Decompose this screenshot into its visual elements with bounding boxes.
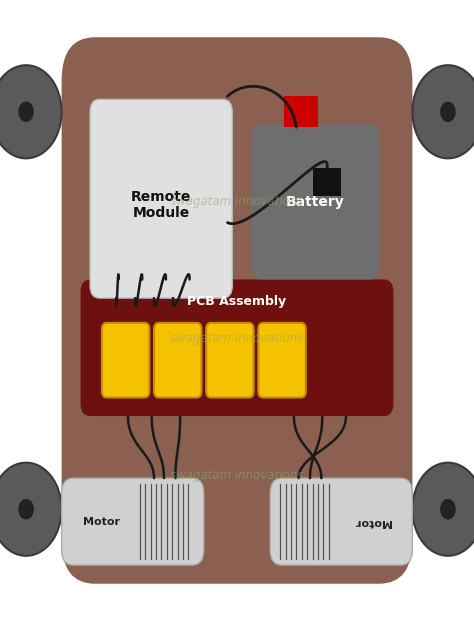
Text: Motor: Motor (354, 517, 391, 527)
FancyBboxPatch shape (206, 323, 254, 397)
FancyBboxPatch shape (154, 323, 201, 397)
Circle shape (412, 463, 474, 556)
FancyBboxPatch shape (81, 279, 393, 416)
Circle shape (0, 463, 62, 556)
Circle shape (18, 101, 34, 122)
Text: swagatam innovations: swagatam innovations (170, 332, 304, 345)
Bar (284, 96, 318, 127)
FancyBboxPatch shape (62, 478, 204, 565)
Circle shape (440, 101, 456, 122)
FancyBboxPatch shape (90, 99, 232, 298)
Text: PCB Assembly: PCB Assembly (187, 295, 287, 308)
FancyBboxPatch shape (102, 323, 149, 397)
Circle shape (440, 499, 456, 519)
FancyBboxPatch shape (258, 323, 306, 397)
Circle shape (18, 499, 34, 519)
Text: Remote
Module: Remote Module (131, 190, 191, 220)
FancyBboxPatch shape (62, 37, 412, 584)
FancyBboxPatch shape (251, 124, 379, 279)
Text: Battery: Battery (286, 195, 345, 209)
Bar (313, 168, 341, 196)
FancyBboxPatch shape (270, 478, 412, 565)
Circle shape (412, 65, 474, 158)
Circle shape (0, 65, 62, 158)
Text: swagatam innovations: swagatam innovations (170, 469, 304, 481)
Text: swagatam innovations: swagatam innovations (170, 196, 304, 208)
Text: Motor: Motor (83, 517, 120, 527)
